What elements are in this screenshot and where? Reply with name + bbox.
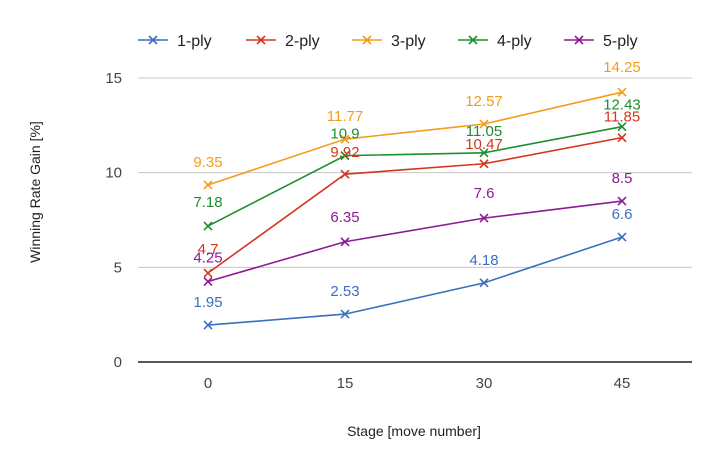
data-label-3-ply: 12.57 [465,93,503,110]
x-tick-label: 30 [476,375,493,392]
data-point-1-ply [617,232,627,242]
legend-label: 5-ply [603,33,638,50]
data-label-5-ply: 4.25 [193,250,222,267]
y-tick-label: 5 [114,259,122,276]
data-label-3-ply: 9.35 [193,154,222,171]
legend-swatch-marker [148,35,158,45]
legend-swatch-marker [256,35,266,45]
data-label-5-ply: 7.6 [474,185,495,202]
series-line-1-ply [207,236,623,326]
data-point-4-ply [479,148,489,158]
x-axis-title: Stage [move number] [347,423,481,439]
legend-swatch-marker [468,35,478,45]
grid-lines [138,77,692,363]
data-point-5-ply [340,237,350,247]
data-point-2-ply [203,268,213,278]
series-5-ply [203,196,627,287]
data-point-4-ply [340,151,350,161]
series-4-ply [203,122,627,231]
legend-label: 1-ply [177,33,212,50]
series-line-2-ply [207,136,623,274]
data-labels: 1.95 2.53 4.18 6.6 4.7 9.92 10.47 11.85 9.35 11.7… [193,59,640,311]
data-label-5-ply: 8.5 [612,170,633,187]
data-label-4-ply: 7.18 [193,194,222,211]
data-label-2-ply: 9.92 [330,144,359,161]
data-point-3-ply [340,134,350,144]
legend-label: 4-ply [497,33,532,50]
data-label-1-ply: 4.18 [469,252,498,269]
series-1-ply [203,232,627,330]
data-point-1-ply [340,309,350,319]
series-line-3-ply [207,91,623,186]
data-label-1-ply: 1.95 [193,294,222,311]
data-point-2-ply [479,159,489,169]
data-point-1-ply [203,320,213,330]
legend-label: 3-ply [391,33,426,50]
legend-item-3-ply: 3-ply [352,33,426,50]
legend-label: 2-ply [285,33,320,50]
legend-item-2-ply: 2-ply [246,33,320,50]
legend-swatch-marker [574,35,584,45]
legend-item-5-ply: 5-ply [564,33,638,50]
y-axis-title: Winning Rate Gain [%] [27,121,43,263]
series-lines [203,87,627,330]
x-axis-ticks: 0 15 30 45 [204,375,631,392]
series-line-4-ply [207,125,623,227]
y-axis-ticks: 0 5 10 15 [105,70,122,371]
legend-swatch-marker [362,35,372,45]
data-point-5-ply [479,213,489,223]
y-tick-label: 0 [114,354,122,371]
data-label-3-ply: 14.25 [603,59,641,76]
data-label-2-ply: 10.47 [465,136,503,153]
data-point-4-ply [617,122,627,132]
data-point-4-ply [203,221,213,231]
x-tick-label: 45 [614,375,631,392]
data-label-2-ply: 4.7 [198,241,219,258]
legend-item-1-ply: 1-ply [138,33,212,50]
y-tick-label: 15 [105,70,122,87]
data-point-1-ply [479,278,489,288]
series-line-5-ply [207,200,623,283]
data-label-4-ply: 11.05 [466,123,502,140]
data-label-4-ply: 10.9 [330,126,359,143]
legend-item-4-ply: 4-ply [458,33,532,50]
data-label-2-ply: 11.85 [604,109,640,126]
series-2-ply [203,133,627,278]
legend: 1-ply 2-ply 3-ply 4-ply 5-ply [138,33,638,50]
x-tick-label: 0 [204,375,212,392]
data-label-5-ply: 6.35 [330,209,359,226]
data-point-3-ply [617,87,627,97]
data-point-3-ply [479,119,489,129]
data-point-2-ply [617,133,627,143]
data-label-4-ply: 12.43 [603,97,641,114]
data-point-2-ply [340,169,350,179]
x-tick-label: 15 [337,375,354,392]
data-label-3-ply: 11.77 [327,108,363,125]
data-label-1-ply: 6.6 [612,206,633,223]
y-tick-label: 10 [105,165,122,182]
data-point-3-ply [203,180,213,190]
series-3-ply [203,87,627,190]
data-point-5-ply [203,276,213,287]
data-label-1-ply: 2.53 [330,283,359,300]
data-point-5-ply [617,196,627,206]
